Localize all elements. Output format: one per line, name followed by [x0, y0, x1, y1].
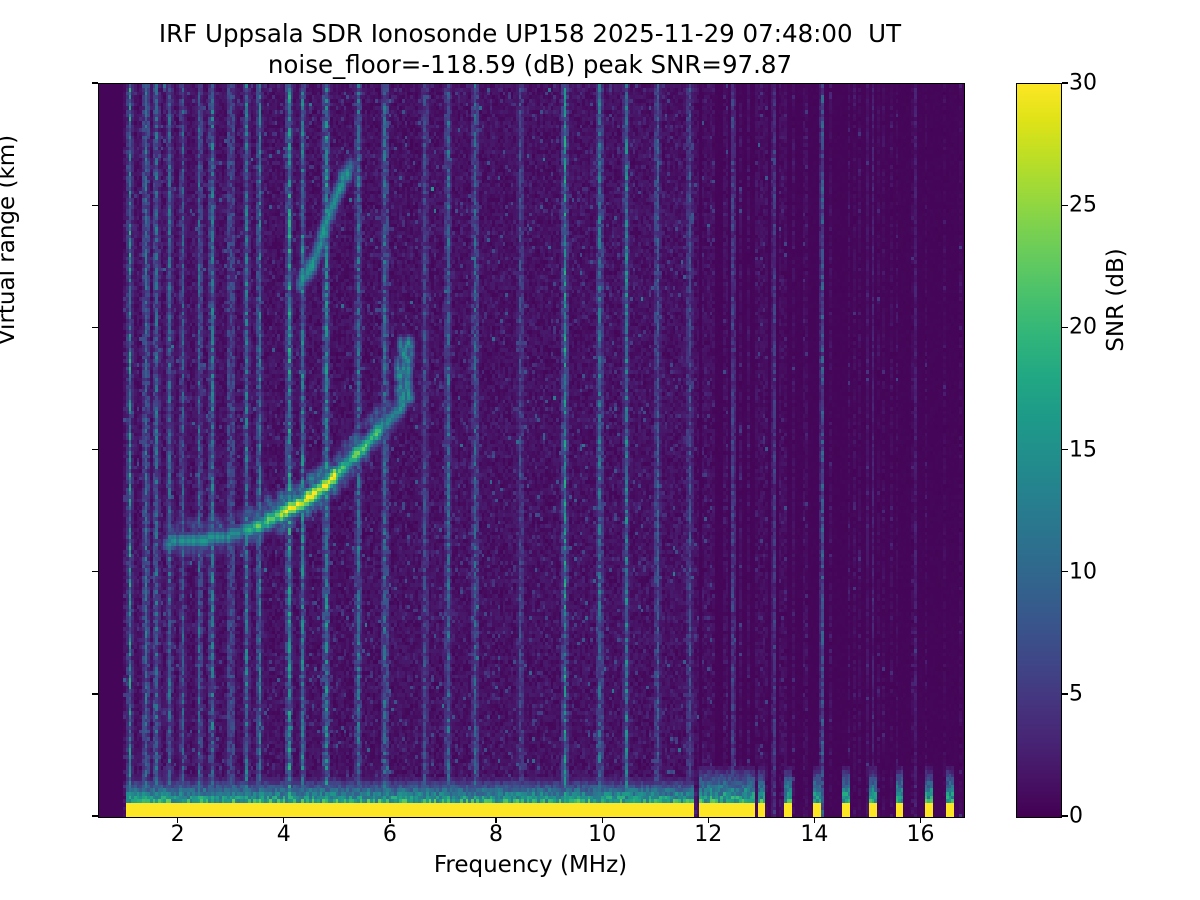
colorbar-tick-mark-20 [1062, 326, 1068, 329]
ionogram-heatmap-canvas[interactable] [99, 84, 964, 817]
x-tick-label-14: 14 [800, 822, 829, 847]
x-tick-mark-10 [601, 817, 603, 823]
colorbar-tick-label-0: 0 [1069, 803, 1083, 829]
y-tick-mark-100 [91, 693, 98, 695]
x-tick-mark-16 [919, 817, 922, 823]
y-tick-mark-0 [91, 815, 98, 817]
x-tick-mark-12 [707, 817, 709, 823]
y-tick-mark-300 [91, 448, 98, 451]
colorbar-tick-label-30: 30 [1069, 70, 1097, 96]
colorbar-tick-label-25: 25 [1069, 192, 1097, 218]
y-tick-mark-600 [91, 82, 98, 84]
figure-title: IRF Uppsala SDR Ionosonde UP158 2025-11-… [0, 18, 1060, 80]
x-tick-label-4: 4 [276, 822, 291, 847]
ionogram-plot-area[interactable] [98, 83, 965, 818]
colorbar-label: SNR (dB) [1103, 248, 1129, 352]
colorbar-tick-label-10: 10 [1069, 559, 1097, 585]
colorbar-tick-mark-0 [1062, 815, 1068, 817]
colorbar-tick-mark-15 [1062, 448, 1068, 451]
x-axis-label: Frequency (MHz) [433, 852, 628, 878]
x-tick-label-8: 8 [489, 822, 503, 847]
y-tick-mark-200 [91, 571, 98, 573]
x-tick-mark-6 [389, 817, 391, 823]
x-tick-label-2: 2 [170, 822, 185, 847]
x-tick-mark-4 [283, 817, 285, 823]
colorbar[interactable] [1016, 83, 1062, 818]
x-tick-mark-8 [495, 817, 497, 823]
colorbar-tick-mark-30 [1062, 82, 1068, 84]
title-line-2: noise_floor=-118.59 (dB) peak SNR=97.87 [267, 50, 793, 79]
colorbar-tick-mark-10 [1062, 571, 1068, 573]
x-tick-label-16: 16 [906, 822, 935, 847]
colorbar-tick-mark-25 [1062, 204, 1068, 206]
x-tick-label-10: 10 [588, 822, 617, 847]
x-tick-label-12: 12 [694, 822, 723, 847]
colorbar-tick-mark-5 [1062, 693, 1068, 695]
x-tick-mark-14 [813, 817, 816, 823]
y-tick-mark-400 [91, 326, 98, 329]
colorbar-tick-label-5: 5 [1069, 681, 1083, 707]
x-tick-label-6: 6 [382, 822, 397, 847]
colorbar-gradient [1017, 84, 1061, 817]
colorbar-tick-label-20: 20 [1069, 314, 1097, 340]
y-tick-mark-500 [91, 204, 98, 206]
title-line-1: IRF Uppsala SDR Ionosonde UP158 2025-11-… [158, 19, 902, 48]
x-tick-mark-2 [177, 817, 179, 823]
y-axis-label: Virtual range (km) [0, 134, 20, 346]
colorbar-tick-label-15: 15 [1069, 437, 1097, 462]
